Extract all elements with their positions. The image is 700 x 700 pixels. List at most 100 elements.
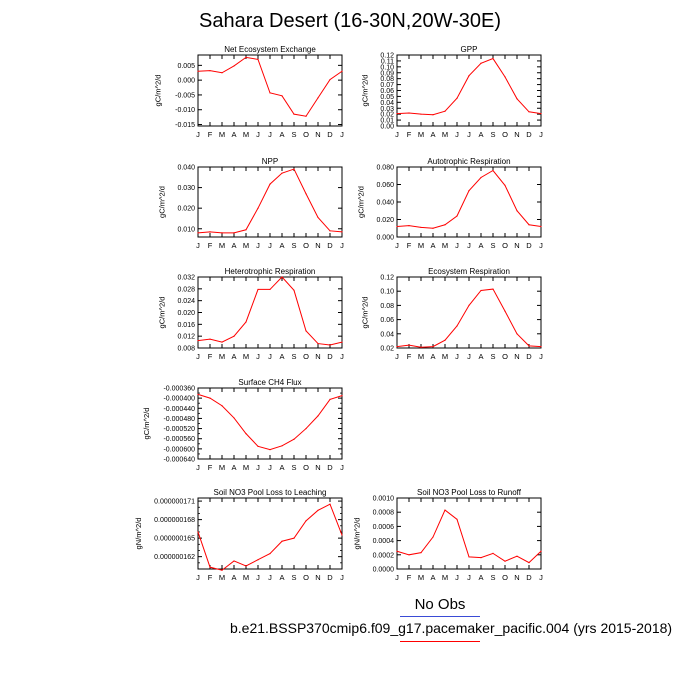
- data-point: [233, 335, 235, 337]
- data-point: [444, 110, 446, 112]
- x-tick-label: J: [539, 352, 543, 361]
- data-point: [444, 339, 446, 341]
- x-tick-label: M: [219, 573, 225, 582]
- data-point: [341, 70, 343, 72]
- x-tick-label: A: [478, 352, 483, 361]
- x-tick-label: D: [327, 352, 333, 361]
- data-point: [305, 427, 307, 430]
- x-tick-label: N: [315, 352, 320, 361]
- data-point: [420, 113, 422, 115]
- data-point: [540, 345, 542, 348]
- x-tick-label: M: [243, 463, 249, 472]
- legend-label: No Obs: [414, 596, 466, 613]
- data-point: [209, 70, 211, 72]
- x-tick-label: J: [340, 573, 344, 582]
- x-tick-label: M: [442, 130, 448, 139]
- series-line: [396, 57, 542, 116]
- y-tick-label: 0.0000: [373, 567, 395, 574]
- data-point: [492, 288, 494, 290]
- data-point: [504, 310, 506, 312]
- y-tick-label: -0.000360: [163, 386, 195, 393]
- x-tick-label: J: [196, 573, 200, 582]
- x-tick-label: O: [502, 573, 508, 582]
- data-point: [305, 330, 307, 332]
- legend-line-no-obs: [400, 616, 480, 617]
- data-point: [197, 393, 199, 395]
- series-line: [396, 509, 542, 564]
- x-tick-label: O: [303, 463, 309, 472]
- panel-title: Soil NO3 Pool Loss to Runoff: [417, 488, 522, 497]
- chart-panel-9: J F M A M J J A S O N D J0.00000.00020.00040.00060.0…: [353, 488, 544, 582]
- data-point: [269, 449, 271, 451]
- data-point: [329, 78, 331, 81]
- x-tick-label: J: [340, 463, 344, 472]
- x-tick-label: N: [514, 130, 519, 139]
- x-tick-label: J: [395, 573, 399, 582]
- x-tick-label: D: [327, 130, 333, 139]
- x-tick-label: J: [340, 130, 344, 139]
- x-tick-label: M: [442, 573, 448, 582]
- y-tick-label: 0.000000165: [154, 536, 195, 543]
- data-point: [221, 232, 223, 234]
- data-point: [329, 344, 331, 346]
- x-tick-label: S: [490, 352, 495, 361]
- x-tick-label: J: [268, 352, 272, 361]
- x-tick-label: A: [478, 130, 483, 139]
- x-tick-label: A: [430, 241, 435, 250]
- data-point: [197, 340, 199, 342]
- y-tick-label: 0.0008: [373, 510, 395, 517]
- data-point: [317, 342, 319, 345]
- data-point: [516, 555, 518, 557]
- x-tick-label: J: [256, 573, 260, 582]
- data-point: [281, 172, 283, 174]
- data-point: [480, 557, 482, 559]
- x-tick-label: J: [340, 352, 344, 361]
- x-tick-label: N: [315, 130, 320, 139]
- x-tick-label: J: [256, 463, 260, 472]
- y-axis-label: gC/m^2/d: [142, 408, 151, 440]
- x-tick-label: A: [430, 352, 435, 361]
- x-tick-label: J: [455, 352, 459, 361]
- x-tick-label: J: [455, 130, 459, 139]
- y-tick-label: 0.0006: [373, 524, 395, 531]
- plot-frame: [396, 497, 542, 570]
- x-tick-label: F: [407, 573, 412, 582]
- x-tick-label: J: [467, 352, 471, 361]
- x-tick-label: J: [395, 130, 399, 139]
- x-tick-label: M: [243, 573, 249, 582]
- y-axis-label: gN/m^2/d: [134, 518, 143, 550]
- panel-title: GPP: [461, 45, 478, 54]
- y-tick-label: 0.000: [177, 78, 195, 85]
- data-point: [540, 550, 542, 552]
- chart-panel-6: J F M A M J J A S O N D J0.020.040.060.080.100.12Eco…: [360, 267, 543, 361]
- x-tick-label: S: [490, 573, 495, 582]
- y-tick-label: 0.10: [380, 64, 394, 71]
- x-tick-label: A: [279, 130, 284, 139]
- x-tick-label: N: [315, 573, 320, 582]
- y-tick-label: 0.000: [376, 235, 394, 242]
- data-point: [293, 168, 295, 170]
- x-tick-label: M: [219, 241, 225, 250]
- data-point: [269, 288, 271, 291]
- data-point: [197, 232, 199, 234]
- data-point: [305, 115, 307, 117]
- x-tick-label: A: [231, 352, 236, 361]
- y-tick-label: -0.015: [175, 122, 195, 129]
- x-tick-label: M: [418, 573, 424, 582]
- x-tick-label: O: [303, 130, 309, 139]
- panel-title: NPP: [262, 157, 278, 166]
- x-tick-label: D: [327, 573, 333, 582]
- data-point: [233, 232, 235, 234]
- data-point: [432, 536, 434, 538]
- x-tick-label: F: [208, 352, 213, 361]
- x-tick-label: S: [291, 241, 296, 250]
- x-tick-label: M: [442, 241, 448, 250]
- x-tick-label: A: [279, 352, 284, 361]
- case-label: b.e21.BSSP370cmip6.f09_g17.pacemaker_pac…: [230, 620, 673, 636]
- x-tick-label: F: [407, 241, 412, 250]
- x-tick-label: J: [467, 241, 471, 250]
- y-tick-label: 0.08: [380, 303, 394, 310]
- y-tick-label: 0.02: [380, 346, 394, 353]
- x-tick-label: J: [340, 241, 344, 250]
